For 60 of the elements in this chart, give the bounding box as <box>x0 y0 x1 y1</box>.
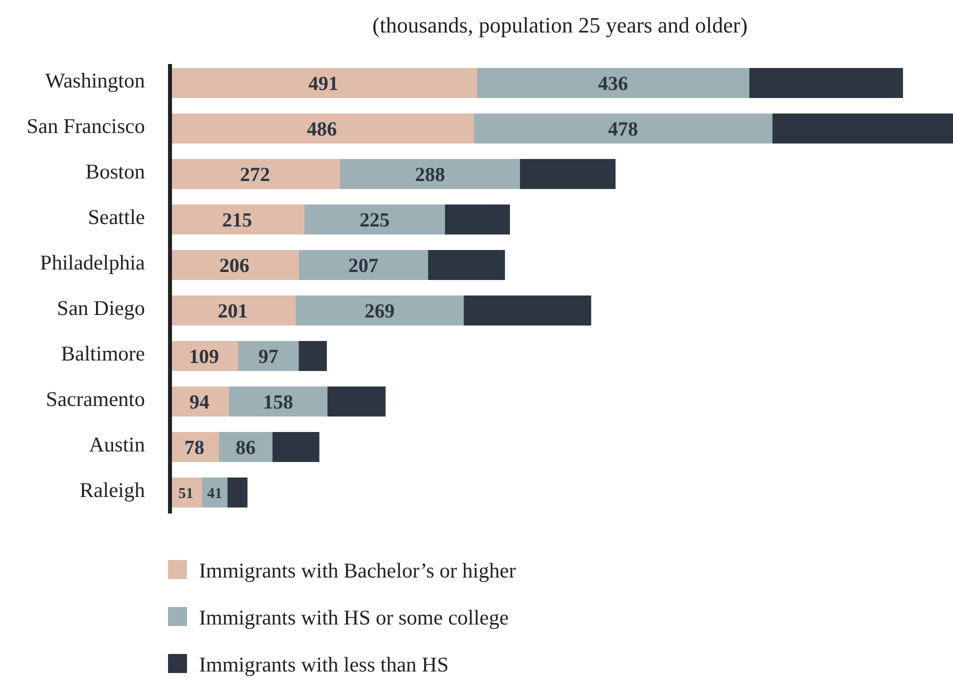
y-tick-label: San Diego <box>56 296 145 320</box>
data-label: 478 <box>608 118 638 140</box>
chart-subtitle: (thousands, population 25 years and older) <box>372 12 748 38</box>
bar <box>170 250 299 280</box>
data-label: 272 <box>240 164 270 186</box>
bar <box>238 341 299 371</box>
y-tick-label: Baltimore <box>61 341 145 366</box>
bar <box>520 159 616 189</box>
bar <box>218 432 272 462</box>
y-tick-label: Philadelphia <box>40 250 146 274</box>
legend-label: Immigrants with less than HS <box>199 652 449 676</box>
bar <box>304 204 445 234</box>
bar <box>170 68 477 98</box>
data-label: 78 <box>184 437 204 459</box>
bar <box>272 432 320 462</box>
y-tick-label: Austin <box>88 432 146 456</box>
legend-label: Immigrants with Bachelor’s or higher <box>199 558 516 582</box>
data-label: 215 <box>222 210 252 232</box>
bar <box>298 341 327 371</box>
data-label: 86 <box>236 437 256 459</box>
legend-label: Immigrants with HS or some college <box>199 605 509 630</box>
bar <box>170 159 340 189</box>
bar <box>749 68 904 98</box>
data-label: 94 <box>189 392 210 414</box>
bar <box>228 386 328 416</box>
data-label: 207 <box>348 255 378 277</box>
y-tick-label: Raleigh <box>80 478 146 502</box>
data-label: 158 <box>263 392 294 414</box>
bar <box>170 114 474 144</box>
data-label: 436 <box>598 73 628 95</box>
bar <box>227 478 248 508</box>
bar <box>296 296 464 326</box>
bar <box>170 204 304 234</box>
bar <box>772 114 953 144</box>
bar <box>428 250 505 280</box>
data-label: 206 <box>219 255 250 277</box>
data-label: 269 <box>364 300 395 322</box>
data-label: 491 <box>308 73 338 95</box>
data-label: 201 <box>218 300 248 322</box>
bar <box>298 250 428 280</box>
y-tick-label: San Francisco <box>26 114 145 138</box>
y-tick-label: Sacramento <box>46 386 145 411</box>
data-label: 41 <box>207 486 222 502</box>
y-tick-label: Boston <box>85 159 146 184</box>
y-tick-label: Seattle <box>88 204 145 229</box>
bar <box>340 159 520 189</box>
bar <box>202 478 228 508</box>
bar <box>327 386 386 416</box>
bar <box>474 114 772 144</box>
y-tick-label: Washington <box>45 68 146 92</box>
data-label: 97 <box>258 346 278 368</box>
data-label: 486 <box>306 118 337 140</box>
data-label: 288 <box>414 164 445 186</box>
bar <box>464 296 592 326</box>
bar <box>444 204 510 234</box>
data-label: 225 <box>360 210 390 232</box>
data-label: 51 <box>178 486 194 502</box>
bar <box>170 296 296 326</box>
bar <box>476 68 750 98</box>
data-label: 109 <box>189 346 220 368</box>
